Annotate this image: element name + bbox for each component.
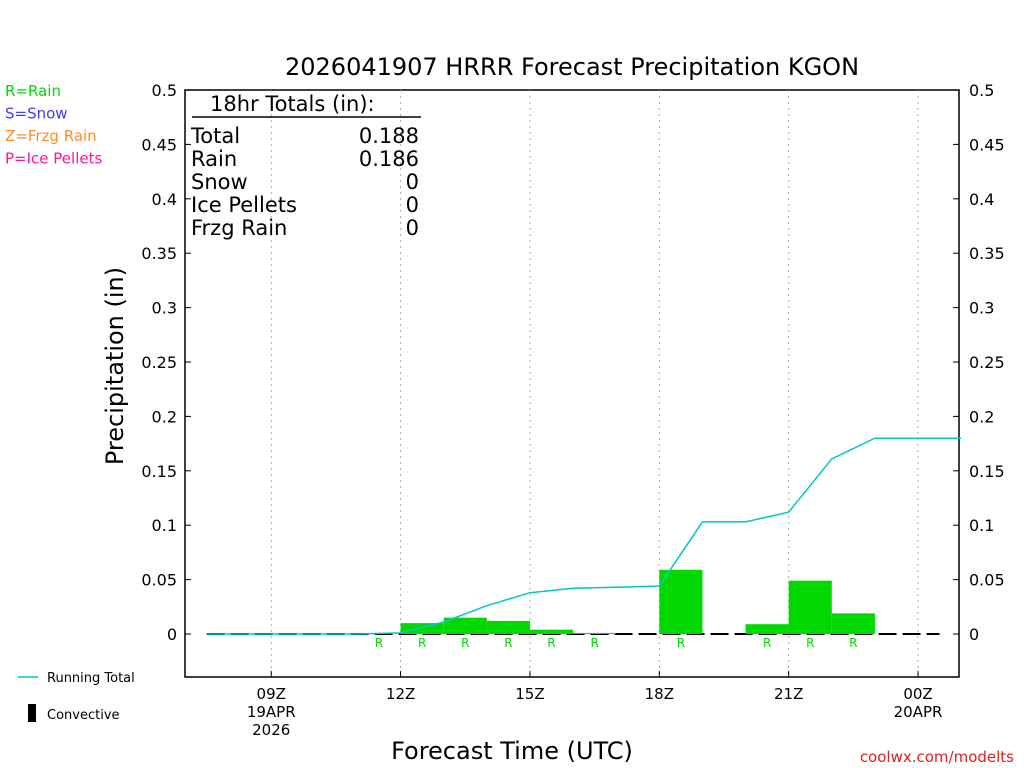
precip-bar (400, 623, 444, 634)
totals-row-label: Rain (191, 147, 237, 171)
totals-row-label: Ice Pellets (191, 193, 297, 217)
totals-row-value: 0.186 (359, 147, 419, 171)
precip-type-label: R (375, 636, 383, 650)
y-tick-label-right: 0.35 (969, 244, 1005, 263)
precip-type-label: R (677, 636, 685, 650)
y-axis-title: Precipitation (in) (101, 267, 129, 465)
y-tick-label-left: 0.2 (152, 407, 177, 426)
x-tick-label: 18Z (645, 685, 674, 703)
plot-frame (184, 89, 960, 678)
totals-row-value: 0.188 (359, 124, 419, 148)
totals-box: 18hr Totals (in): Total 0.188 Rain 0.186 Snow… (190, 92, 421, 240)
x-tick-label: 12Z (386, 685, 415, 703)
y-tick-label-left: 0.25 (141, 353, 177, 372)
y-tick-label-left: 0.35 (141, 244, 177, 263)
x-tick-label: 15Z (515, 685, 544, 703)
y-tick-label-left: 0.5 (152, 81, 177, 100)
x-tick-label: 09Z (257, 685, 286, 703)
y-tick-label-right: 0.25 (969, 353, 1005, 372)
y-tick-label-right: 0.4 (969, 190, 994, 209)
x-tick-label: 00Z (903, 685, 932, 703)
y-tick-label-left: 0.1 (152, 516, 177, 535)
precip-bar (573, 632, 617, 634)
y-tick-label-left: 0.3 (152, 299, 177, 318)
y-tick-label-left: 0.4 (152, 190, 177, 209)
precip-type-label: R (849, 636, 857, 650)
y-tick-label-right: 0.1 (969, 516, 994, 535)
y-tick-label-right: 0.3 (969, 299, 994, 318)
running-total-line (206, 437, 962, 635)
precip-type-legend-item: S=Snow (5, 105, 68, 123)
x-axis-title: Forecast Time (UTC) (391, 737, 633, 765)
convective-legend-label: Convective (47, 708, 120, 723)
x-tick-label: 19APR (247, 703, 296, 721)
y-tick-label-right: 0.05 (969, 571, 1005, 590)
y-tick-label-left: 0.45 (141, 135, 177, 154)
precip-bar (486, 620, 530, 634)
precip-type-label: R (418, 636, 426, 650)
precip-type-legend-item: P=Ice Pellets (5, 150, 102, 168)
x-tick-label: 2026 (252, 721, 290, 739)
totals-row-label: Total (190, 124, 240, 148)
y-tick-label-right: 0.45 (969, 135, 1005, 154)
precip-type-legend: R=Rain S=Snow Z=Frzg Rain P=Ice Pellets (5, 82, 102, 168)
precip-type-label: R (806, 636, 814, 650)
y-tick-label-left: 0.15 (141, 462, 177, 481)
precip-type-label: R (461, 636, 469, 650)
precip-bar (659, 569, 703, 634)
convective-legend-swatch (28, 704, 36, 722)
credit-text: coolwx.com/modelts (860, 748, 1014, 766)
precip-type-legend-item: R=Rain (5, 82, 61, 100)
precip-type-legend-item: Z=Frzg Rain (5, 127, 97, 145)
y-tick-label-left: 0 (167, 625, 177, 644)
y-tick-label-right: 0.15 (969, 462, 1005, 481)
precip-type-label: R (547, 636, 555, 650)
totals-row-label: Frzg Rain (191, 216, 287, 240)
totals-row-label: Snow (191, 170, 248, 194)
precip-bar (831, 613, 875, 634)
chart-title: 2026041907 HRRR Forecast Precipitation K… (285, 53, 859, 81)
precip-type-label: R (763, 636, 771, 650)
x-tick-label: 21Z (774, 685, 803, 703)
precip-bar (443, 617, 487, 634)
y-tick-label-left: 0.05 (141, 571, 177, 590)
precip-type-label: R (590, 636, 598, 650)
totals-header: 18hr Totals (in): (210, 92, 375, 116)
precip-bar (529, 629, 574, 634)
precip-bar (745, 624, 789, 634)
totals-row-value: 0 (406, 170, 419, 194)
running-total-legend-label: Running Total (47, 671, 135, 686)
y-tick-label-right: 0.5 (969, 81, 994, 100)
precip-type-label: R (504, 636, 512, 650)
totals-row-value: 0 (406, 216, 419, 240)
bottom-legend: Running Total Convective (18, 671, 135, 723)
x-tick-label: 20APR (894, 703, 943, 721)
precip-bar (788, 580, 832, 634)
totals-row-value: 0 (406, 193, 419, 217)
y-tick-label-right: 0.2 (969, 407, 994, 426)
y-tick-label-right: 0 (969, 625, 979, 644)
